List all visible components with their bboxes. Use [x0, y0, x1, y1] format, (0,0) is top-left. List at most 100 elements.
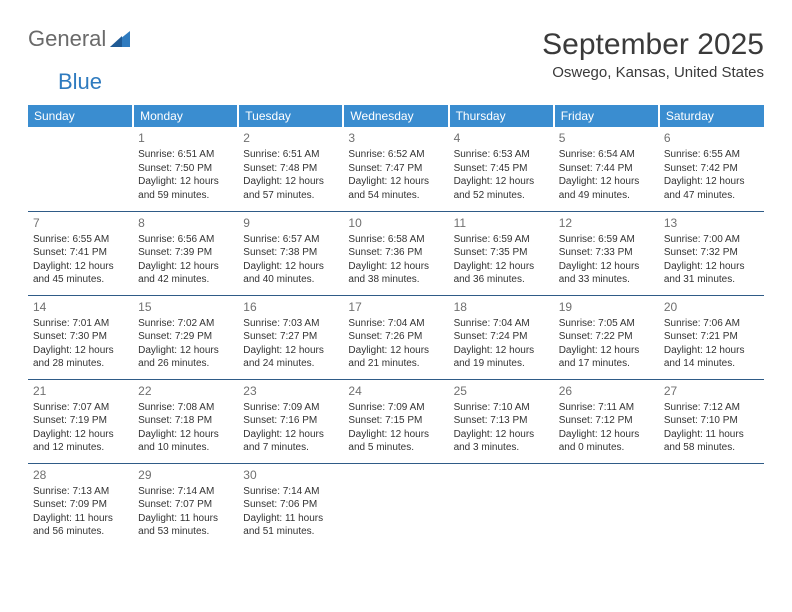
calendar-cell: 9Sunrise: 6:57 AMSunset: 7:38 PMDaylight…	[238, 211, 343, 295]
sunset-line: Sunset: 7:06 PM	[243, 498, 338, 512]
sunrise-line: Sunrise: 7:06 AM	[664, 317, 759, 331]
location-text: Oswego, Kansas, United States	[542, 64, 764, 81]
sunset-line: Sunset: 7:35 PM	[454, 246, 549, 260]
calendar-cell: 18Sunrise: 7:04 AMSunset: 7:24 PMDayligh…	[449, 295, 554, 379]
daylight-line: Daylight: 12 hours and 52 minutes.	[454, 175, 549, 202]
sunset-line: Sunset: 7:12 PM	[559, 414, 654, 428]
daylight-line: Daylight: 11 hours and 51 minutes.	[243, 512, 338, 539]
daylight-line: Daylight: 12 hours and 59 minutes.	[138, 175, 233, 202]
calendar-cell: 8Sunrise: 6:56 AMSunset: 7:39 PMDaylight…	[133, 211, 238, 295]
day-number: 1	[138, 130, 233, 146]
sunrise-line: Sunrise: 7:01 AM	[33, 317, 128, 331]
sunset-line: Sunset: 7:30 PM	[33, 330, 128, 344]
sunset-line: Sunset: 7:22 PM	[559, 330, 654, 344]
brand-logo: General	[28, 28, 132, 50]
sunset-line: Sunset: 7:18 PM	[138, 414, 233, 428]
sunset-line: Sunset: 7:16 PM	[243, 414, 338, 428]
sunset-line: Sunset: 7:44 PM	[559, 162, 654, 176]
daylight-line: Daylight: 11 hours and 53 minutes.	[138, 512, 233, 539]
daylight-line: Daylight: 12 hours and 10 minutes.	[138, 428, 233, 455]
calendar-week: 1Sunrise: 6:51 AMSunset: 7:50 PMDaylight…	[28, 127, 764, 211]
day-number: 9	[243, 215, 338, 231]
day-number: 28	[33, 467, 128, 483]
day-number: 12	[559, 215, 654, 231]
day-number: 30	[243, 467, 338, 483]
daylight-line: Daylight: 12 hours and 21 minutes.	[348, 344, 443, 371]
sunset-line: Sunset: 7:21 PM	[664, 330, 759, 344]
day-number: 21	[33, 383, 128, 399]
sunset-line: Sunset: 7:07 PM	[138, 498, 233, 512]
sunset-line: Sunset: 7:41 PM	[33, 246, 128, 260]
daylight-line: Daylight: 12 hours and 7 minutes.	[243, 428, 338, 455]
daylight-line: Daylight: 12 hours and 24 minutes.	[243, 344, 338, 371]
day-number: 15	[138, 299, 233, 315]
daylight-line: Daylight: 12 hours and 26 minutes.	[138, 344, 233, 371]
sunrise-line: Sunrise: 6:56 AM	[138, 233, 233, 247]
daylight-line: Daylight: 11 hours and 58 minutes.	[664, 428, 759, 455]
calendar-cell: 6Sunrise: 6:55 AMSunset: 7:42 PMDaylight…	[659, 127, 764, 211]
sunrise-line: Sunrise: 7:00 AM	[664, 233, 759, 247]
daylight-line: Daylight: 12 hours and 40 minutes.	[243, 260, 338, 287]
sunrise-line: Sunrise: 7:11 AM	[559, 401, 654, 415]
day-number: 8	[138, 215, 233, 231]
daylight-line: Daylight: 12 hours and 14 minutes.	[664, 344, 759, 371]
sunrise-line: Sunrise: 6:53 AM	[454, 148, 549, 162]
calendar-cell: 27Sunrise: 7:12 AMSunset: 7:10 PMDayligh…	[659, 379, 764, 463]
daylight-line: Daylight: 12 hours and 5 minutes.	[348, 428, 443, 455]
sunrise-line: Sunrise: 7:10 AM	[454, 401, 549, 415]
sunrise-line: Sunrise: 7:08 AM	[138, 401, 233, 415]
sunrise-line: Sunrise: 6:52 AM	[348, 148, 443, 162]
day-number: 25	[454, 383, 549, 399]
daylight-line: Daylight: 12 hours and 31 minutes.	[664, 260, 759, 287]
calendar-cell: 16Sunrise: 7:03 AMSunset: 7:27 PMDayligh…	[238, 295, 343, 379]
day-number: 19	[559, 299, 654, 315]
sunrise-line: Sunrise: 7:09 AM	[243, 401, 338, 415]
calendar-cell: 1 Sunrise: 6:51 AMSunset: 7:50 PMDaylight…	[133, 127, 238, 211]
brand-word-1: General	[28, 28, 106, 50]
day-number: 20	[664, 299, 759, 315]
calendar-week: 21Sunrise: 7:07 AMSunset: 7:19 PMDayligh…	[28, 379, 764, 463]
calendar-cell: 2Sunrise: 6:51 AMSunset: 7:48 PMDaylight…	[238, 127, 343, 211]
daylight-line: Daylight: 12 hours and 57 minutes.	[243, 175, 338, 202]
calendar-page: General September 2025 Oswego, Kansas, U…	[0, 0, 792, 547]
sunrise-line: Sunrise: 6:58 AM	[348, 233, 443, 247]
sunrise-line: Sunrise: 7:05 AM	[559, 317, 654, 331]
day-number: 2	[243, 130, 338, 146]
daylight-line: Daylight: 12 hours and 0 minutes.	[559, 428, 654, 455]
day-number: 10	[348, 215, 443, 231]
sunset-line: Sunset: 7:13 PM	[454, 414, 549, 428]
calendar-cell: 30Sunrise: 7:14 AMSunset: 7:06 PMDayligh…	[238, 463, 343, 547]
day-number: 6	[664, 130, 759, 146]
page-title: September 2025	[542, 28, 764, 62]
day-number: 3	[348, 130, 443, 146]
calendar-cell: 19 Sunrise: 7:05 AMSunset: 7:22 PMDayligh…	[554, 295, 659, 379]
col-monday: Monday	[133, 105, 238, 127]
daylight-line: Daylight: 12 hours and 42 minutes.	[138, 260, 233, 287]
daylight-line: Daylight: 12 hours and 36 minutes.	[454, 260, 549, 287]
sunrise-line: Sunrise: 6:54 AM	[559, 148, 654, 162]
calendar-body: 1Sunrise: 6:51 AMSunset: 7:50 PMDaylight…	[28, 127, 764, 547]
brand-sail-icon	[108, 29, 132, 49]
day-number: 14	[33, 299, 128, 315]
calendar-cell: 4Sunrise: 6:53 AMSunset: 7:45 PMDaylight…	[449, 127, 554, 211]
calendar-week: 28Sunrise: 7:13 AMSunset: 7:09 PMDayligh…	[28, 463, 764, 547]
sunset-line: Sunset: 7:33 PM	[559, 246, 654, 260]
calendar-cell	[554, 463, 659, 547]
sunrise-line: Sunrise: 6:51 AM	[138, 148, 233, 162]
sunset-line: Sunset: 7:50 PM	[138, 162, 233, 176]
col-wednesday: Wednesday	[343, 105, 448, 127]
sunset-line: Sunset: 7:10 PM	[664, 414, 759, 428]
sunset-line: Sunset: 7:15 PM	[348, 414, 443, 428]
sunset-line: Sunset: 7:36 PM	[348, 246, 443, 260]
day-number: 7	[33, 215, 128, 231]
calendar-cell: 3Sunrise: 6:52 AMSunset: 7:47 PMDaylight…	[343, 127, 448, 211]
title-block: September 2025 Oswego, Kansas, United St…	[542, 28, 764, 81]
sunrise-line: Sunrise: 6:59 AM	[559, 233, 654, 247]
daylight-line: Daylight: 12 hours and 17 minutes.	[559, 344, 654, 371]
col-saturday: Saturday	[659, 105, 764, 127]
sunrise-line: Sunrise: 7:13 AM	[33, 485, 128, 499]
daylight-line: Daylight: 12 hours and 49 minutes.	[559, 175, 654, 202]
calendar-week: 7Sunrise: 6:55 AMSunset: 7:41 PMDaylight…	[28, 211, 764, 295]
day-number: 5	[559, 130, 654, 146]
sunrise-line: Sunrise: 7:09 AM	[348, 401, 443, 415]
